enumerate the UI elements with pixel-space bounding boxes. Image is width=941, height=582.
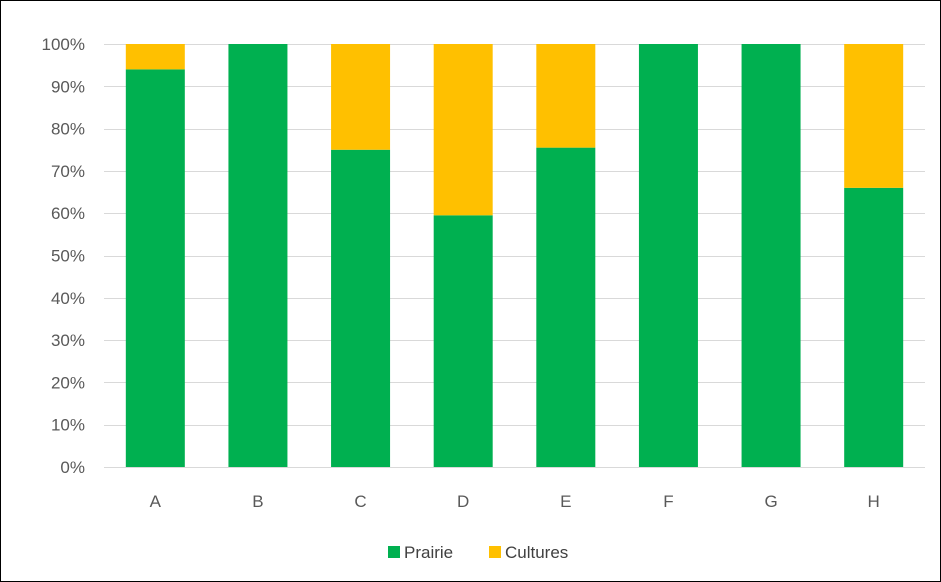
y-axis-tick-labels: 0% 10% 20% 30% 40% 50% 60% 70% 80% 90% 100% [42,35,85,477]
bar-prairie-g [741,44,801,467]
x-tick-label: B [252,492,263,511]
legend-swatch [388,546,400,558]
bar-prairie-e [536,147,596,467]
y-tick-label: 50% [51,247,85,266]
x-tick-label: F [663,492,673,511]
x-tick-label: G [764,492,777,511]
y-tick-label: 20% [51,373,85,392]
bar-cultures-a [125,44,185,70]
bar-prairie-a [125,69,185,467]
y-tick-label: 70% [51,162,85,181]
bar-prairie-c [331,149,391,467]
y-tick-label: 100% [42,35,85,54]
bar-cultures-e [536,44,596,148]
bars [125,44,904,467]
bar-prairie-d [433,215,493,467]
x-axis-tick-labels: A B C D E F G H [150,492,880,511]
legend-item-cultures: Cultures [489,543,568,562]
bar-prairie-h [844,187,904,467]
y-tick-label: 80% [51,120,85,139]
bar-prairie-b [228,44,288,467]
bar-cultures-h [844,44,904,188]
x-tick-label: E [560,492,571,511]
y-tick-label: 90% [51,77,85,96]
bar-cultures-c [331,44,391,150]
gridlines [104,44,925,468]
bar-cultures-d [433,44,493,216]
x-tick-label: D [457,492,469,511]
legend-item-prairie: Prairie [388,543,453,562]
y-tick-label: 40% [51,289,85,308]
x-tick-label: A [150,492,162,511]
x-tick-label: H [868,492,880,511]
y-tick-label: 30% [51,331,85,350]
x-tick-label: C [354,492,366,511]
y-tick-label: 60% [51,204,85,223]
y-tick-label: 10% [51,416,85,435]
legend: Prairie Cultures [388,543,568,562]
legend-label: Prairie [404,543,453,562]
bar-prairie-f [638,44,698,467]
y-tick-label: 0% [60,458,85,477]
legend-label: Cultures [505,543,568,562]
legend-swatch [489,546,501,558]
